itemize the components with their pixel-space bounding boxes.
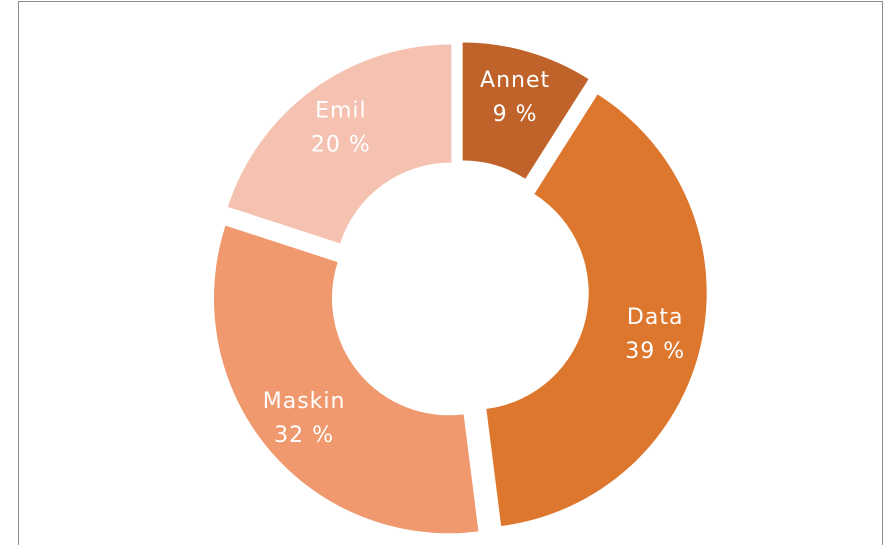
donut-slice — [213, 225, 479, 534]
slice-value-label: 32 % — [274, 423, 334, 448]
slice-label: Maskin — [263, 389, 346, 414]
slice-label: Data — [627, 305, 684, 330]
chart-frame — [18, 1, 883, 545]
slice-value-label: 9 % — [493, 102, 538, 127]
slice-value-label: 39 % — [625, 339, 685, 364]
slice-label: Emil — [315, 98, 367, 123]
slice-value-label: 20 % — [311, 132, 371, 157]
donut-slice — [462, 42, 589, 179]
donut-slice — [486, 94, 707, 526]
donut-slice — [227, 44, 452, 244]
slice-label: Annet — [480, 68, 550, 93]
